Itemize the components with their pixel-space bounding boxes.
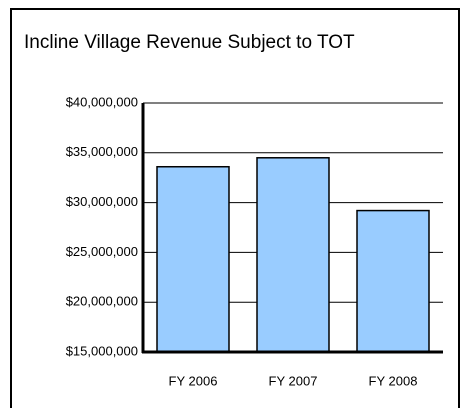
y-tick-label: $35,000,000 [66,144,138,159]
x-tick-label: FY 2008 [369,373,418,388]
bar [156,165,230,353]
y-tick-label: $40,000,000 [66,94,138,109]
x-tick-label: FY 2007 [269,373,318,388]
y-tick-label: $25,000,000 [66,244,138,259]
bar [356,209,430,353]
y-tick-label: $15,000,000 [66,343,138,358]
chart-title: Incline Village Revenue Subject to TOT [24,32,355,53]
x-tick-label: FY 2006 [169,373,218,388]
y-tick-label: $20,000,000 [66,294,138,309]
y-tick-label: $30,000,000 [66,194,138,209]
chart-frame [10,8,460,408]
bar [256,157,330,353]
